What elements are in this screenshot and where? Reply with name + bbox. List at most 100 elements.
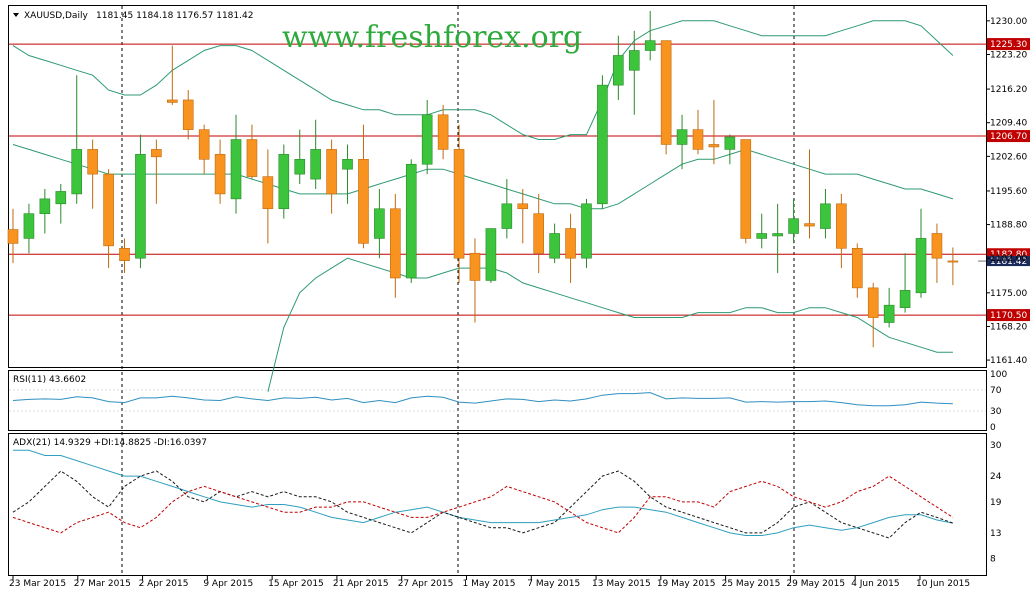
bollinger-lower-line <box>267 257 953 392</box>
candle-body <box>931 233 943 259</box>
bollinger-middle-line <box>12 144 954 210</box>
candle-body <box>23 213 35 239</box>
candle-body <box>597 84 608 205</box>
y-tick-label: 1195.60 <box>990 187 1027 197</box>
candle-body <box>135 154 146 259</box>
candle-body <box>772 233 783 237</box>
y-tick-label: 1230.00 <box>990 17 1027 27</box>
adx-y-tick-label: 13 <box>990 529 1001 539</box>
y-tick-label: 1188.80 <box>990 221 1027 231</box>
candle-body <box>453 149 465 259</box>
x-tick-label: 9 Apr 2015 <box>203 579 253 589</box>
level-badge <box>987 309 1030 322</box>
adx-line <box>13 449 953 536</box>
level-label: 1206.70 <box>990 132 1027 142</box>
x-tick-label: 25 May 2015 <box>722 579 781 589</box>
main-panel-frame <box>8 5 987 368</box>
candle-body <box>151 149 162 158</box>
watermark: www.freshforex.org <box>282 20 582 55</box>
rsi-panel-frame <box>8 370 987 431</box>
bollinger-upper-line <box>12 20 954 140</box>
candle-body <box>230 139 242 200</box>
candle-body <box>724 136 736 150</box>
candle-body <box>613 55 624 86</box>
rsi-y-tick-label: 100 <box>990 370 1007 380</box>
candle-body <box>485 228 497 281</box>
x-tick-label: 23 Mar 2015 <box>9 579 66 589</box>
di-plus-line <box>12 470 954 539</box>
candle-body <box>915 238 927 294</box>
chart-menu-triangle-icon[interactable] <box>13 13 19 17</box>
adx-panel-frame <box>8 433 987 576</box>
candle-body <box>246 139 258 177</box>
candle-body <box>342 159 353 170</box>
candle-body <box>278 154 290 210</box>
x-tick-label: 29 May 2015 <box>786 579 845 589</box>
candle-body <box>947 260 959 263</box>
candle-body <box>756 233 768 239</box>
candle-body <box>390 208 401 279</box>
candle-body <box>182 99 194 130</box>
y-tick-label: 1168.20 <box>990 322 1027 332</box>
y-tick-label: 1182.00 <box>990 254 1027 264</box>
rsi-y-tick-label: 30 <box>990 407 1002 417</box>
level-label: 1225.30 <box>990 40 1027 50</box>
candle-body <box>692 129 704 150</box>
level-badge <box>987 130 1030 143</box>
x-tick-label: 27 Mar 2015 <box>74 579 131 589</box>
y-tick-label: 1175.00 <box>990 289 1027 299</box>
rsi-indicator: 100 70 30 0 <box>9 370 1007 433</box>
x-tick-label: 7 May 2015 <box>527 579 580 589</box>
adx-y-tick-label: 19 <box>990 498 1002 508</box>
candle-body <box>867 287 879 318</box>
candle-body <box>198 129 210 160</box>
candle-body <box>469 252 481 281</box>
candle-body <box>103 173 114 247</box>
adx-title: ADX(21) 14.9329 +DI:14.8825 -DI:16.0397 <box>13 438 207 448</box>
adx-y-tick-label: 24 <box>990 472 1002 482</box>
ohlc-header: 1181.45 1184.18 1176.57 1181.42 <box>96 11 253 21</box>
x-tick-label: 1 May 2015 <box>462 579 515 589</box>
candle-body <box>39 198 51 214</box>
time-axis: 23 Mar 2015 27 Mar 2015 2 Apr 2015 9 Apr 20… <box>9 576 970 589</box>
x-tick-label: 15 Apr 2015 <box>268 579 324 589</box>
rsi-y-tick-label: 0 <box>990 423 996 433</box>
level-badge <box>987 38 1030 51</box>
adx-y-tick-label: 30 <box>990 441 1002 451</box>
adx-y-tick-label: 8 <box>990 555 996 565</box>
candle-body <box>310 149 321 180</box>
candle-body <box>851 248 863 289</box>
y-tick-label: 1223.20 <box>990 50 1027 60</box>
candle-body <box>565 228 576 259</box>
candle-body <box>820 203 831 229</box>
candle-body <box>581 203 592 259</box>
adx-indicator: 30 24 19 13 8 <box>12 441 1002 565</box>
candle-body <box>676 129 688 145</box>
candle-body <box>405 163 417 279</box>
candles <box>7 10 959 348</box>
candle-body <box>883 304 895 323</box>
rsi-title: RSI(11) 43.6602 <box>13 375 86 385</box>
x-tick-label: 13 May 2015 <box>592 579 651 589</box>
y-tick-label: 1202.60 <box>990 152 1027 162</box>
di-minus-line <box>12 475 954 534</box>
candle-body <box>421 114 433 165</box>
candle-body <box>899 290 911 308</box>
candle-body <box>167 99 178 103</box>
candle-body <box>740 139 752 239</box>
candle-body <box>644 40 656 51</box>
candle-body <box>836 203 847 249</box>
candle-body <box>262 176 274 210</box>
candle-body <box>533 213 544 254</box>
y-tick-label: 1216.20 <box>990 85 1027 95</box>
level-label: 1182.80 <box>990 250 1027 260</box>
candle-body <box>326 149 337 195</box>
x-tick-label: 2 Apr 2015 <box>139 579 189 589</box>
candle-body <box>788 218 799 234</box>
x-tick-label: 19 May 2015 <box>657 579 716 589</box>
candle-body <box>71 149 83 195</box>
y-tick-label: 1209.40 <box>990 119 1027 129</box>
price-axis: 1230.00 1223.20 1216.20 1209.40 1202.60 1195.… <box>986 17 1027 366</box>
candle-body <box>804 223 815 227</box>
